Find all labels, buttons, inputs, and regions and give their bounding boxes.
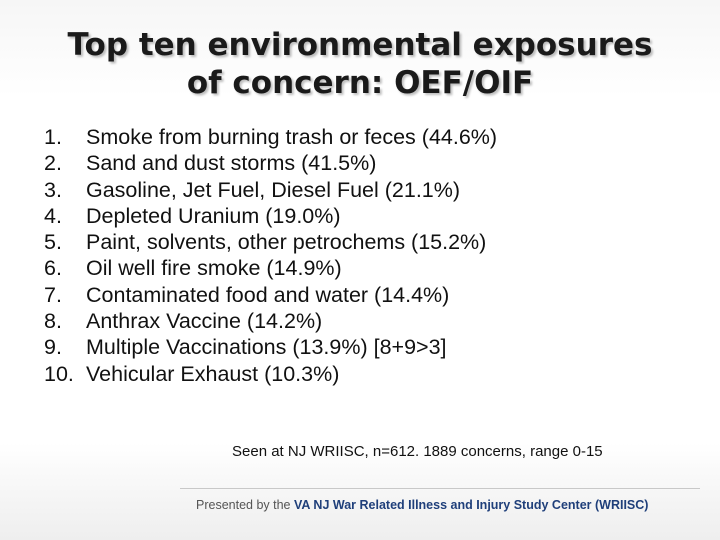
list-item-number: 1.	[44, 125, 62, 149]
title-line-1: Top ten environmental exposures	[67, 27, 653, 63]
exposure-list: 1. Smoke from burning trash or feces (44.…	[44, 124, 497, 387]
list-item-number: 6.	[44, 256, 62, 281]
list-item-text: Anthrax Vaccine (14.2%)	[86, 309, 323, 334]
list-item-number: 10.	[44, 361, 74, 386]
list-item-text: Paint, solvents, other petrochems (15.2%…	[86, 230, 487, 255]
list-item-number: 4.	[44, 203, 62, 228]
list-item-text: Multiple Vaccinations (13.9%) [8+9>3]	[86, 335, 447, 360]
list-item-text: Depleted Uranium (19.0%)	[86, 203, 341, 228]
list-item-text: Smoke from burning trash or feces (44.6%…	[86, 125, 498, 149]
list-item: 4. Depleted Uranium (19.0%)	[44, 203, 497, 229]
list-item-text: Sand and dust storms (41.5%)	[86, 151, 377, 176]
list-item: 6. Oil well fire smoke (14.9%)	[44, 255, 497, 281]
list-item: 10. Vehicular Exhaust (10.3%)	[44, 361, 497, 387]
footer-attribution: Presented by the VA NJ War Related Illne…	[196, 496, 648, 514]
list-item: 1. Smoke from burning trash or feces (44.…	[44, 124, 497, 150]
list-item-number: 9.	[44, 335, 62, 360]
list-item: 5. Paint, solvents, other petrochems (15.…	[44, 229, 497, 255]
list-item: 8. Anthrax Vaccine (14.2%)	[44, 308, 497, 334]
footer-presented-by: Presented by the	[196, 498, 294, 512]
list-item-number: 2.	[44, 151, 62, 176]
source-note: Seen at NJ WRIISC, n=612. 1889 concerns,…	[232, 443, 603, 460]
list-item-text: Gasoline, Jet Fuel, Diesel Fuel (21.1%)	[86, 177, 461, 202]
list-item: 2. Sand and dust storms (41.5%)	[44, 150, 497, 176]
list-item-number: 8.	[44, 309, 62, 334]
list-item-number: 7.	[44, 282, 62, 307]
list-item: 3. Gasoline, Jet Fuel, Diesel Fuel (21.1%…	[44, 177, 497, 203]
list-item: 7. Contaminated food and water (14.4%)	[44, 282, 497, 308]
list-item-text: Contaminated food and water (14.4%)	[86, 282, 450, 307]
footer-organization: VA NJ War Related Illness and Injury Stu…	[293, 498, 649, 512]
title-line-2: of concern: OEF/OIF	[186, 65, 534, 101]
list-item-number: 3.	[44, 177, 62, 202]
list-item-number: 5.	[44, 230, 62, 255]
footer-divider	[180, 488, 700, 489]
list-item: 9. Multiple Vaccinations (13.9%) [8+9>3]	[44, 334, 497, 360]
list-item-text: Vehicular Exhaust (10.3%)	[86, 361, 340, 386]
list-item-text: Oil well fire smoke (14.9%)	[86, 256, 342, 281]
slide-title: Top ten environmental exposures of conce…	[0, 26, 720, 102]
